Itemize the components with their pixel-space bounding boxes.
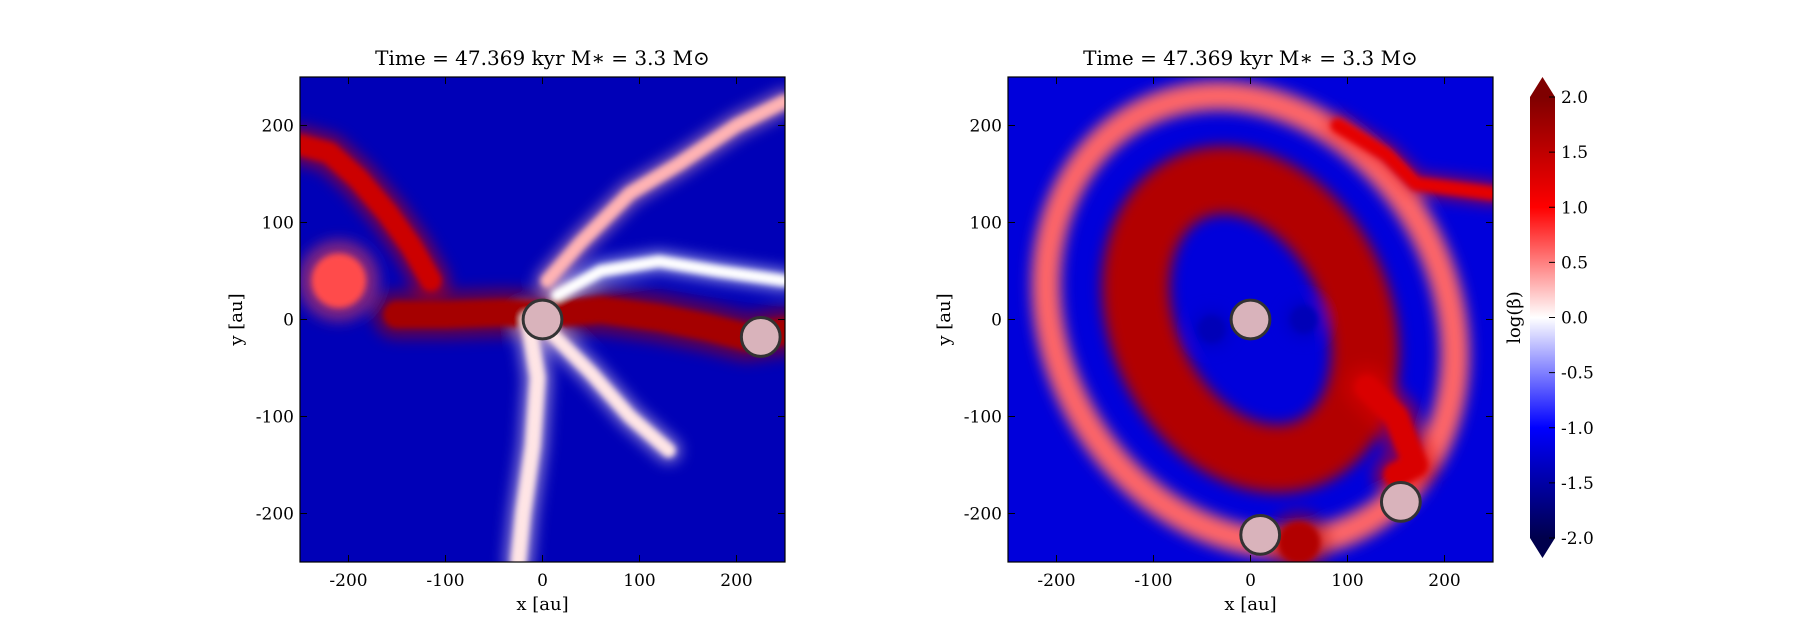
right-plot-title: Time = 47.369 kyr M∗ = 3.3 M⊙ bbox=[1083, 46, 1418, 70]
sink-particle-marker bbox=[1239, 513, 1282, 556]
heatmap-ring bbox=[1031, 81, 1470, 558]
heatmap-filament bbox=[510, 311, 546, 562]
colorbar-ticks: 2.0 1.5 1.0 0.5 0.0 -0.5 -1.0 -1.5 -2.0 bbox=[1549, 88, 1594, 549]
left-heatmap bbox=[300, 77, 785, 562]
heatmap-blob bbox=[311, 253, 366, 308]
heatmap-blob bbox=[1277, 521, 1321, 562]
colorbar-tick-label: -1.5 bbox=[1561, 474, 1594, 494]
x-tick-label: 200 bbox=[720, 571, 752, 591]
y-tick-label: 0 bbox=[991, 311, 1002, 331]
colorbar: 2.0 1.5 1.0 0.5 0.0 -0.5 -1.0 -1.5 -2.0 log(β) bbox=[1504, 77, 1594, 558]
colorbar-tick-label: 0.5 bbox=[1561, 253, 1588, 273]
sink-particle-marker bbox=[1379, 480, 1422, 523]
colorbar-tick-label: 1.5 bbox=[1561, 143, 1588, 163]
x-tick-label: 0 bbox=[537, 571, 548, 591]
y-tick-label: 100 bbox=[970, 214, 1002, 234]
left-ticks: -200 -100 0 100 200 -200 -100 0 100 200 bbox=[256, 77, 785, 591]
x-tick-label: 0 bbox=[1245, 571, 1256, 591]
heatmap-filament bbox=[540, 94, 785, 288]
right-y-axis-label: y [au] bbox=[934, 293, 955, 346]
y-tick-label: 0 bbox=[283, 311, 294, 331]
heatmap-filament bbox=[1354, 374, 1428, 488]
left-plot-title: Time = 47.369 kyr M∗ = 3.3 M⊙ bbox=[375, 46, 710, 70]
right-sinks bbox=[1229, 298, 1422, 556]
heatmap-filament bbox=[300, 134, 442, 292]
sink-particle-marker bbox=[739, 316, 782, 358]
x-tick-label: -100 bbox=[426, 571, 464, 591]
colorbar-tick-label: 1.0 bbox=[1561, 198, 1588, 218]
right-ticks: -200 -100 0 100 200 -200 -100 0 100 200 bbox=[964, 77, 1493, 591]
x-tick-label: 100 bbox=[623, 571, 655, 591]
x-tick-label: -200 bbox=[329, 571, 367, 591]
heatmap-filament bbox=[545, 327, 676, 458]
heatmap-blob bbox=[1290, 305, 1318, 334]
sink-particle-marker bbox=[521, 298, 564, 341]
heatmap-filament bbox=[1331, 118, 1493, 201]
colorbar-tick-label: 2.0 bbox=[1561, 88, 1588, 108]
left-sinks bbox=[521, 298, 782, 358]
y-tick-label: 200 bbox=[262, 117, 294, 137]
x-tick-label: -100 bbox=[1134, 571, 1172, 591]
left-x-axis-label: x [au] bbox=[516, 594, 568, 615]
colorbar-label: log(β) bbox=[1504, 291, 1525, 344]
sink-particle-marker bbox=[1229, 298, 1272, 341]
colorbar-tick-label: 0.0 bbox=[1561, 309, 1588, 329]
left-panel: -200 -100 0 100 200 -200 -100 0 100 200 Time = 47… bbox=[226, 46, 786, 615]
x-tick-label: 200 bbox=[1428, 571, 1460, 591]
heatmap-filament bbox=[383, 296, 785, 351]
y-tick-label: -200 bbox=[256, 505, 294, 525]
colorbar-extend-top bbox=[1530, 77, 1555, 97]
colorbar-tick-label: -1.0 bbox=[1561, 419, 1594, 439]
heatmap-filament bbox=[551, 255, 785, 302]
colorbar-extend-bottom bbox=[1530, 538, 1555, 558]
right-panel: -200 -100 0 100 200 -200 -100 0 100 200 Time = 47… bbox=[934, 46, 1494, 615]
right-x-axis-label: x [au] bbox=[1224, 594, 1276, 615]
colorbar-tick-label: -0.5 bbox=[1561, 364, 1594, 384]
heatmap-blob bbox=[1198, 315, 1226, 343]
left-y-axis-label: y [au] bbox=[226, 293, 247, 346]
y-tick-label: -100 bbox=[256, 408, 294, 428]
x-tick-label: 100 bbox=[1331, 571, 1363, 591]
heatmap-ring bbox=[1101, 146, 1400, 493]
colorbar-tick-label: -2.0 bbox=[1561, 529, 1594, 549]
x-tick-label: -200 bbox=[1037, 571, 1075, 591]
y-tick-label: -100 bbox=[964, 408, 1002, 428]
y-tick-label: -200 bbox=[964, 505, 1002, 525]
y-tick-label: 100 bbox=[262, 214, 294, 234]
y-tick-label: 200 bbox=[970, 117, 1002, 137]
